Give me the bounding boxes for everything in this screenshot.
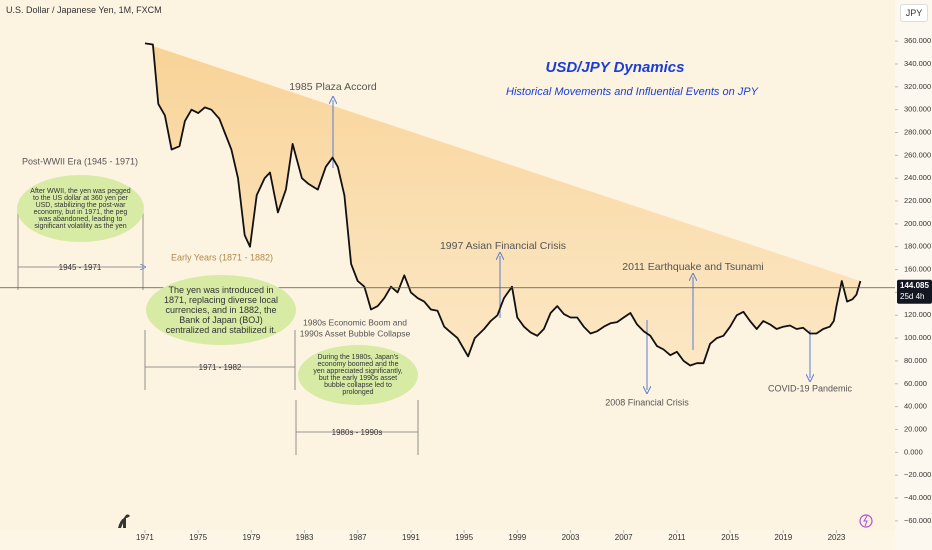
event-label: 2008 Financial Crisis: [605, 397, 689, 407]
chart-subtitle: Historical Movements and Influential Eve…: [506, 86, 759, 98]
y-tick-label: 20.000: [904, 424, 927, 433]
icon: [859, 514, 873, 528]
price-line: [144, 42, 862, 367]
last-price-label: 144.085: [900, 281, 929, 290]
y-tick-label: 260.000: [904, 150, 931, 159]
range-label: 1945 - 1971: [59, 263, 102, 272]
y-tick-label: 120.000: [904, 310, 931, 319]
y-tick-label: 100.000: [904, 333, 931, 342]
x-tick-label: 2003: [562, 533, 580, 542]
x-tick-label: 2011: [668, 533, 686, 542]
icon: [863, 515, 868, 527]
y-tick-label: 220.000: [904, 196, 931, 205]
era-label: 1980s Economic Boom and: [303, 317, 407, 327]
y-tick-label: 280.000: [904, 127, 931, 136]
event-label: 1985 Plaza Accord: [289, 81, 377, 93]
x-tick-label: 1983: [296, 533, 314, 542]
x-tick-label: 1999: [508, 533, 526, 542]
event-label: 2011 Earthquake and Tsunami: [622, 261, 763, 273]
y-tick-label: −60.000: [904, 516, 931, 525]
note-text: During the 1980s, Japan's economy boomed…: [313, 354, 403, 396]
x-tick-label: 1979: [242, 533, 260, 542]
note-ellipse: During the 1980s, Japan's economy boomed…: [298, 345, 418, 405]
x-tick-label: 1991: [402, 533, 420, 542]
x-tick-label: 2019: [774, 533, 792, 542]
y-tick-label: 60.000: [904, 379, 927, 388]
y-tick-label: 340.000: [904, 59, 931, 68]
area-fill: [145, 43, 861, 366]
x-tick-label: 2015: [721, 533, 739, 542]
countdown-label: 25d 4h: [900, 292, 924, 301]
y-tick-label: 40.000: [904, 402, 927, 411]
arrows: [333, 100, 810, 390]
y-tick-label: 320.000: [904, 82, 931, 91]
range-label: 1980s - 1990s: [332, 428, 383, 437]
era-label: Post-WWII Era (1945 - 1971): [22, 156, 138, 166]
logo: [118, 514, 130, 528]
x-tick-label: 1971: [136, 533, 154, 542]
brackets: [17, 205, 419, 455]
y-tick-label: −40.000: [904, 493, 931, 502]
era-label: 1990s Asset Bubble Collapse: [300, 328, 411, 338]
note-text: After WWII, the yen was pegged to the US…: [30, 187, 131, 230]
note-text: The yen was introduced in 1871, replacin…: [163, 285, 279, 335]
y-tick-label: 200.000: [904, 219, 931, 228]
currency-button[interactable]: JPY: [900, 4, 928, 22]
x-tick-label: 2007: [615, 533, 633, 542]
last-price-tag: [897, 279, 932, 304]
y-tick-label: 80.000: [904, 356, 927, 365]
x-tick-label: 2023: [828, 533, 846, 542]
chart-title: USD/JPY Dynamics: [546, 59, 685, 76]
y-tick-label: −20.000: [904, 470, 931, 479]
y-tick-label: 240.000: [904, 173, 931, 182]
y-tick-label: 160.000: [904, 265, 931, 274]
x-tick-label: 1987: [349, 533, 367, 542]
x-tick-label: 1975: [189, 533, 207, 542]
y-tick-label: 180.000: [904, 242, 931, 251]
y-tick-label: 300.000: [904, 105, 931, 114]
range-label: 1971 - 1982: [199, 363, 242, 372]
note-ellipse: The yen was introduced in 1871, replacin…: [146, 275, 296, 345]
note-ellipse: After WWII, the yen was pegged to the US…: [17, 175, 144, 242]
y-tick-label: 0.000: [904, 447, 923, 456]
event-label: COVID-19 Pandemic: [768, 383, 853, 393]
price-axis: [895, 0, 932, 550]
x-tick-label: 1995: [455, 533, 473, 542]
era-label: Early Years (1871 - 1882): [171, 252, 273, 262]
event-label: 1997 Asian Financial Crisis: [440, 240, 566, 252]
symbol-header: U.S. Dollar / Japanese Yen, 1M, FXCM: [6, 5, 162, 15]
y-tick-label: 360.000: [904, 36, 931, 45]
